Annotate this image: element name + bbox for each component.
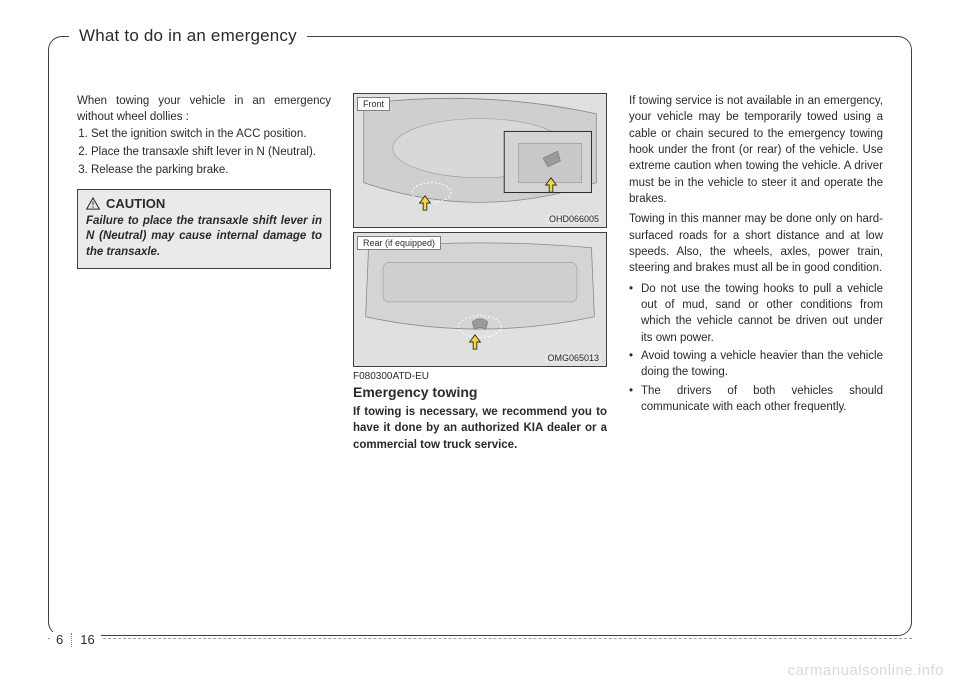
column-middle: Front OHD066005 Rear (if equipped) OMG06… bbox=[353, 93, 607, 453]
figure-label: Front bbox=[357, 97, 390, 111]
caution-label: CAUTION bbox=[106, 196, 165, 211]
steps-list: Set the ignition switch in the ACC posit… bbox=[77, 126, 331, 179]
page-frame: What to do in an emergency When towing y… bbox=[48, 36, 912, 636]
column-right: If towing service is not available in an… bbox=[629, 93, 883, 453]
arrow-icon bbox=[466, 333, 484, 351]
arrow-icon bbox=[416, 194, 434, 212]
bullet-item: Do not use the towing hooks to pull a ve… bbox=[629, 281, 883, 346]
figure-rear: Rear (if equipped) OMG065013 bbox=[353, 232, 607, 367]
figure-code: OMG065013 bbox=[545, 353, 601, 363]
bullet-item: The drivers of both vehicles should comm… bbox=[629, 383, 883, 416]
step-item: Place the transaxle shift lever in N (Ne… bbox=[91, 144, 331, 160]
page-num-value: 16 bbox=[80, 632, 94, 647]
caution-box: CAUTION Failure to place the transaxle s… bbox=[77, 189, 331, 270]
arrow-icon bbox=[542, 176, 560, 194]
reference-code: F080300ATD-EU bbox=[353, 371, 607, 382]
watermark: carmanualsonline.info bbox=[788, 662, 944, 679]
caution-text: Failure to place the transaxle shift lev… bbox=[86, 214, 322, 261]
content-columns: When towing your vehicle in an emergency… bbox=[77, 93, 883, 453]
figure-front: Front OHD066005 bbox=[353, 93, 607, 228]
intro-text: When towing your vehicle in an emergency… bbox=[77, 93, 331, 126]
paragraph: If towing service is not available in an… bbox=[629, 93, 883, 207]
section-header: What to do in an emergency bbox=[69, 26, 307, 46]
bold-paragraph: If towing is necessary, we recommend you… bbox=[353, 404, 607, 453]
subheading: Emergency towing bbox=[353, 384, 607, 400]
footer-divider bbox=[48, 638, 912, 639]
paragraph: Towing in this manner may be done only o… bbox=[629, 211, 883, 276]
figure-label: Rear (if equipped) bbox=[357, 236, 441, 250]
warning-icon bbox=[86, 197, 100, 210]
step-item: Release the parking brake. bbox=[91, 162, 331, 178]
bullet-item: Avoid towing a vehicle heavier than the … bbox=[629, 348, 883, 381]
column-left: When towing your vehicle in an emergency… bbox=[77, 93, 331, 453]
caution-title: CAUTION bbox=[86, 196, 322, 211]
figure-front-illustration bbox=[354, 94, 606, 227]
section-number: 6 bbox=[56, 632, 63, 647]
page-separator bbox=[71, 633, 72, 647]
figure-code: OHD066005 bbox=[547, 214, 601, 224]
bullet-list: Do not use the towing hooks to pull a ve… bbox=[629, 281, 883, 416]
step-item: Set the ignition switch in the ACC posit… bbox=[91, 126, 331, 142]
page-number: 6 16 bbox=[50, 632, 101, 647]
